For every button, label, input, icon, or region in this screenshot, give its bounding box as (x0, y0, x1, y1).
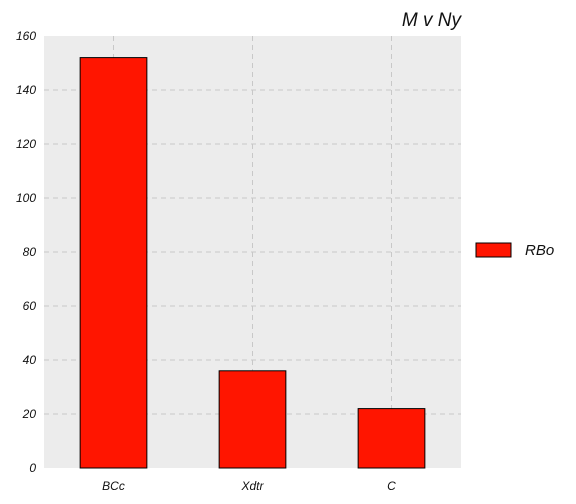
y-tick-label: 120 (16, 137, 36, 151)
bars (79, 57, 426, 469)
y-tick-label: 60 (23, 299, 37, 313)
x-tick-label: BCc (102, 479, 125, 493)
y-tick-label: 0 (29, 461, 36, 475)
y-tick-label: 160 (16, 29, 36, 43)
legend-swatch-rbo (475, 242, 512, 258)
legend-label-rbo: RBo (525, 242, 554, 259)
y-axis-tick-labels: 0 20 40 60 80 100 120 140 160 (16, 29, 36, 475)
y-tick-label: 140 (16, 83, 36, 97)
y-tick-label: 40 (23, 353, 37, 367)
bar-xdtr (218, 370, 287, 469)
x-axis-tick-labels: BCc Xdtr C (102, 479, 396, 493)
y-tick-label: 20 (22, 407, 37, 421)
x-tick-label: Xdtr (240, 479, 264, 493)
legend: RBo (475, 242, 554, 259)
chart-title: M v Ny (402, 10, 463, 31)
bar-bcc (79, 57, 148, 469)
y-tick-label: 100 (16, 191, 36, 205)
bar-c (357, 408, 426, 469)
y-tick-label: 80 (23, 245, 37, 259)
x-tick-label: C (387, 479, 396, 493)
